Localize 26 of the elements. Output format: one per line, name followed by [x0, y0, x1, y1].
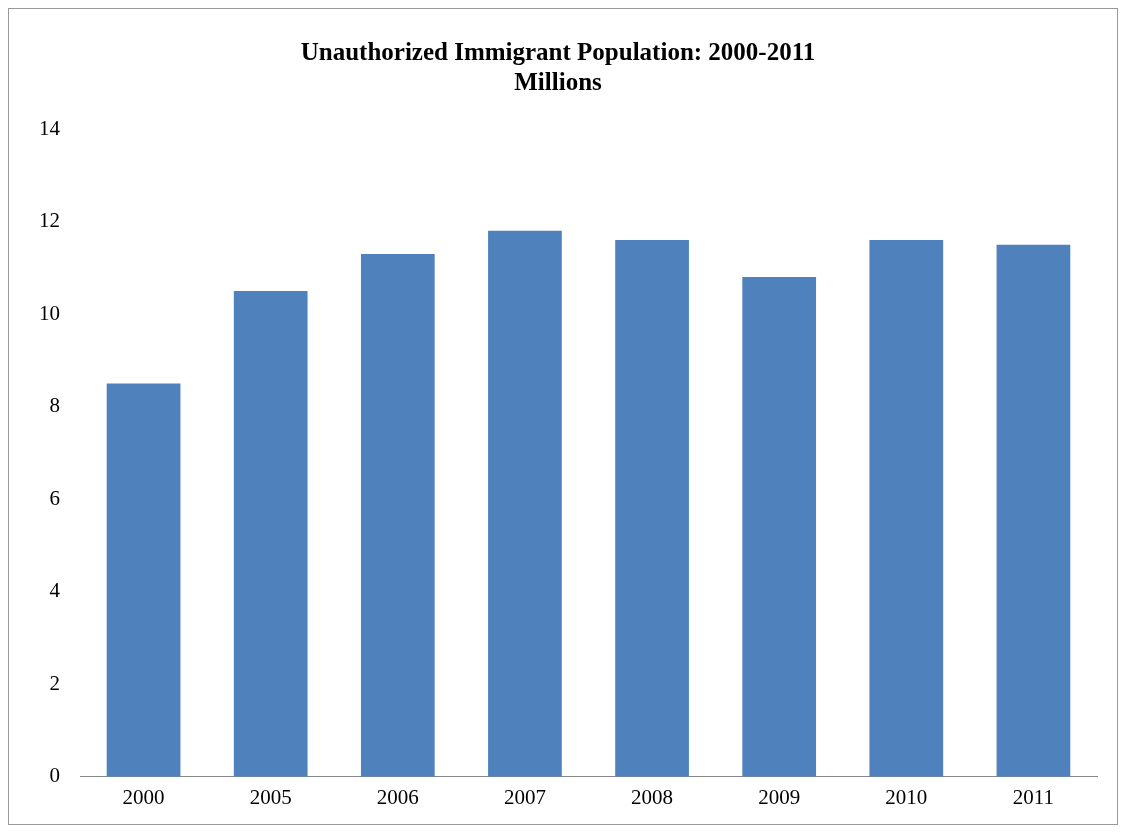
x-tick-label: 2000	[122, 784, 165, 809]
x-tick-label: 2007	[503, 784, 546, 809]
bar	[233, 290, 308, 777]
bar	[869, 240, 944, 777]
chart-subtitle: Millions	[514, 68, 603, 96]
y-tick-label: 8	[49, 393, 60, 418]
bar	[996, 244, 1071, 777]
x-tick-label: 2009	[758, 784, 801, 809]
x-tick-label: 2005	[249, 784, 292, 809]
y-tick-label: 2	[49, 670, 60, 695]
x-tick-label: 2008	[631, 784, 674, 809]
y-tick-label: 10	[39, 300, 60, 325]
chart-title: Unauthorized Immigrant Population: 2000-2011	[300, 38, 816, 66]
bar	[360, 253, 435, 777]
y-tick-label: 14	[39, 115, 61, 140]
y-tick-label: 4	[49, 578, 61, 603]
x-tick-label: 2010	[885, 784, 928, 809]
x-tick-label: 2011	[1012, 784, 1055, 809]
y-tick-label: 6	[49, 485, 60, 510]
x-tick-label: 2006	[376, 784, 419, 809]
y-tick-label: 12	[39, 208, 60, 233]
y-tick-label: 0	[49, 763, 60, 788]
bar	[488, 230, 562, 777]
bar	[615, 240, 689, 777]
bar	[106, 383, 181, 777]
bar	[742, 277, 817, 777]
